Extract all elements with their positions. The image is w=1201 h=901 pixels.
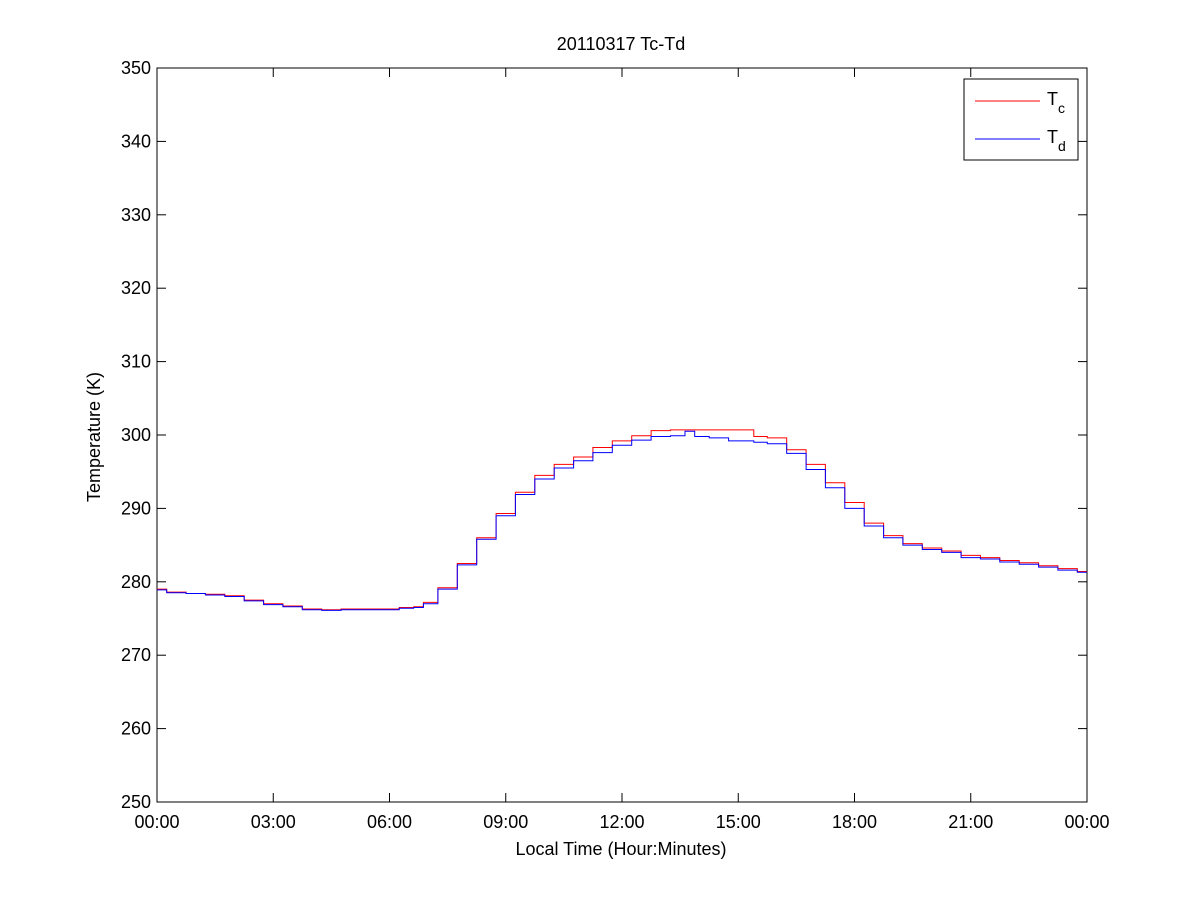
legend-label-tc-subscript: c [1058, 100, 1065, 116]
x-tick-label: 00:00 [1064, 812, 1109, 832]
y-tick-label: 250 [121, 792, 151, 812]
legend-label-tc: Tc [1047, 89, 1065, 116]
x-axis-label: Local Time (Hour:Minutes) [515, 839, 726, 859]
legend-label-tc-base: T [1047, 89, 1058, 109]
series-line-tc [157, 429, 1087, 611]
plot-area [156, 67, 1088, 803]
legend-label-td: Td [1047, 127, 1066, 154]
legend: Tc Td [963, 78, 1079, 161]
y-tick-label: 340 [121, 131, 151, 151]
series-layer [157, 429, 1087, 611]
y-tick-label: 290 [121, 498, 151, 518]
y-tick-label: 300 [121, 425, 151, 445]
y-axis-label: Temperature (K) [84, 372, 104, 502]
series-line-td [157, 430, 1087, 611]
legend-label-td-base: T [1047, 127, 1058, 147]
y-tick-label: 310 [121, 352, 151, 372]
y-tick-label: 270 [121, 645, 151, 665]
y-tick-label: 350 [121, 58, 151, 78]
x-tick-label: 15:00 [716, 812, 761, 832]
x-tick-label: 06:00 [367, 812, 412, 832]
legend-label-td-subscript: d [1058, 138, 1066, 154]
y-tick-label: 260 [121, 719, 151, 739]
x-tick-label: 21:00 [948, 812, 993, 832]
axes-box [156, 67, 1088, 803]
x-tick-label: 00:00 [134, 812, 179, 832]
x-tick-label: 12:00 [599, 812, 644, 832]
x-tick-label: 03:00 [251, 812, 296, 832]
y-tick-label: 330 [121, 205, 151, 225]
x-tick-label: 18:00 [832, 812, 877, 832]
y-tick-label: 320 [121, 278, 151, 298]
legend-box [963, 78, 1079, 161]
chart-title: 20110317 Tc-Td [557, 34, 685, 54]
y-tick-label: 280 [121, 572, 151, 592]
ticks-layer: 00:00 03:00 06:00 09:00 12:00 15:00 18:00 21:00… [121, 58, 1110, 832]
x-tick-label: 09:00 [483, 812, 528, 832]
